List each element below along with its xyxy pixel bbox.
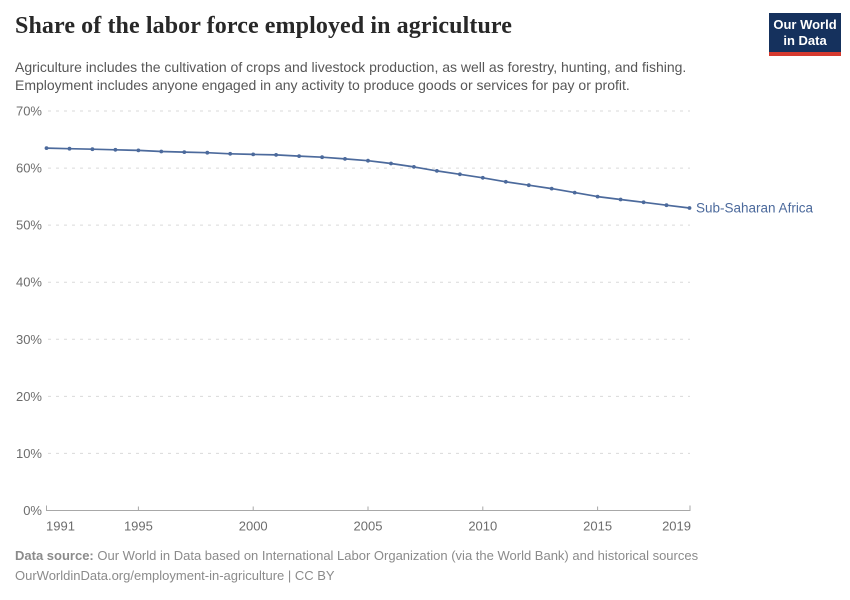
x-tick-label: 1991: [46, 519, 75, 534]
y-tick-label: 40%: [16, 275, 42, 290]
data-point: [205, 150, 210, 155]
data-point: [251, 152, 256, 157]
data-point: [641, 200, 646, 205]
data-point: [44, 146, 49, 151]
y-tick-label: 20%: [16, 389, 42, 404]
chart-subtitle-line-1: Agriculture includes the cultivation of …: [15, 59, 687, 75]
chart-subtitle: Agriculture includes the cultivation of …: [15, 58, 686, 94]
data-point: [503, 179, 508, 184]
citation-url-line[interactable]: OurWorldinData.org/employment-in-agricul…: [15, 568, 335, 583]
data-point: [228, 151, 233, 156]
x-tick-label: 2019: [662, 519, 691, 534]
data-point: [526, 183, 531, 188]
chart-footer: Data source: Our World in Data based on …: [15, 546, 698, 586]
x-tick-label: 1995: [124, 519, 153, 534]
data-point: [274, 153, 278, 157]
data-point: [435, 169, 439, 173]
data-point: [549, 186, 554, 191]
y-tick-label: 70%: [16, 104, 42, 119]
logo-text-line-2: in Data: [783, 33, 827, 48]
data-point: [67, 146, 72, 151]
data-point: [664, 203, 669, 208]
data-point: [412, 165, 416, 169]
y-tick-label: 30%: [16, 332, 42, 347]
logo-text-line-1: Our World: [773, 17, 837, 32]
x-tick-label: 2010: [468, 519, 497, 534]
data-point: [90, 147, 95, 152]
data-point: [480, 175, 485, 180]
data-point: [366, 158, 370, 163]
data-point: [136, 148, 141, 153]
data-point: [458, 172, 462, 177]
owid-logo[interactable]: Our World in Data: [769, 13, 841, 56]
data-source-text: Our World in Data based on International…: [97, 548, 699, 563]
data-point: [343, 157, 347, 161]
x-tick-label: 2015: [583, 519, 612, 534]
data-point: [618, 197, 623, 202]
data-point: [687, 206, 692, 210]
y-tick-label: 50%: [16, 218, 42, 233]
data-point: [320, 155, 324, 160]
y-tick-label: 0%: [23, 503, 42, 518]
data-source-label: Data source:: [15, 548, 94, 563]
data-point: [389, 161, 393, 166]
data-source-line: Data source: Our World in Data based on …: [15, 548, 698, 563]
x-tick-label: 2000: [239, 519, 268, 534]
data-point: [159, 149, 164, 154]
data-point: [182, 150, 187, 155]
data-point: [113, 147, 118, 152]
series-label: Sub-Saharan Africa: [696, 201, 814, 216]
data-point: [572, 190, 577, 195]
data-point: [595, 194, 600, 199]
y-tick-label: 60%: [16, 161, 42, 176]
y-tick-label: 10%: [16, 446, 42, 461]
series-line: [45, 147, 691, 209]
page-title: Share of the labor force employed in agr…: [15, 13, 512, 39]
x-tick-label: 2005: [354, 519, 383, 534]
data-point: [297, 154, 301, 159]
chart-subtitle-line-2: Employment includes anyone engaged in an…: [15, 77, 630, 93]
